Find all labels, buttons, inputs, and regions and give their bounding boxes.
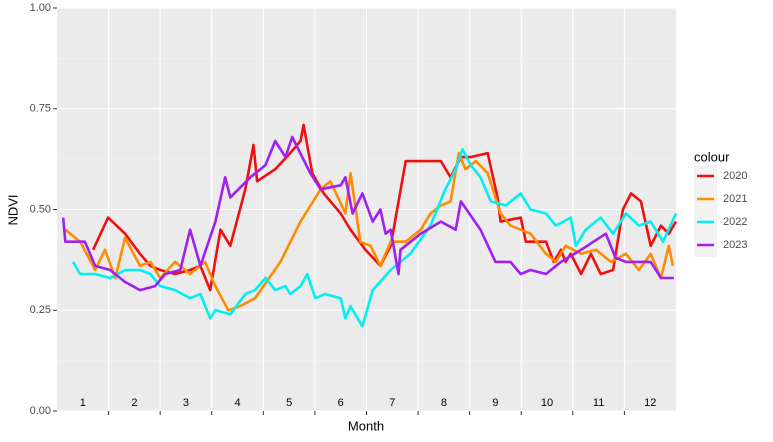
month-label: 8 bbox=[441, 397, 447, 409]
month-label: 10 bbox=[541, 397, 553, 409]
month-label: 7 bbox=[389, 397, 395, 409]
month-label: 5 bbox=[286, 397, 292, 409]
month-label: 2 bbox=[131, 397, 137, 409]
y-tick-label: 0.00 bbox=[30, 405, 51, 417]
y-tick-label: 0.75 bbox=[30, 103, 51, 115]
month-label: 4 bbox=[234, 397, 240, 409]
legend-label: 2021 bbox=[723, 193, 747, 205]
legend-label: 2020 bbox=[723, 170, 747, 182]
month-label: 12 bbox=[644, 397, 656, 409]
y-tick-label: 0.50 bbox=[30, 203, 51, 215]
legend-label: 2023 bbox=[723, 239, 747, 251]
series-line bbox=[61, 135, 674, 292]
y-axis-title: NDVI bbox=[5, 194, 20, 225]
x-axis-title: Month bbox=[348, 418, 384, 433]
series-line bbox=[91, 123, 678, 292]
month-label: 11 bbox=[593, 397, 604, 409]
series-line bbox=[71, 147, 678, 328]
month-label: 9 bbox=[492, 397, 498, 409]
month-label: 6 bbox=[338, 397, 344, 409]
legend-label: 2022 bbox=[723, 216, 747, 228]
legend-title: colour bbox=[694, 149, 730, 164]
y-tick-label: 0.25 bbox=[30, 304, 51, 316]
month-label: 3 bbox=[183, 397, 189, 409]
month-label: 1 bbox=[80, 397, 86, 409]
series-line bbox=[64, 151, 675, 312]
y-tick-label: 1.00 bbox=[30, 2, 51, 14]
